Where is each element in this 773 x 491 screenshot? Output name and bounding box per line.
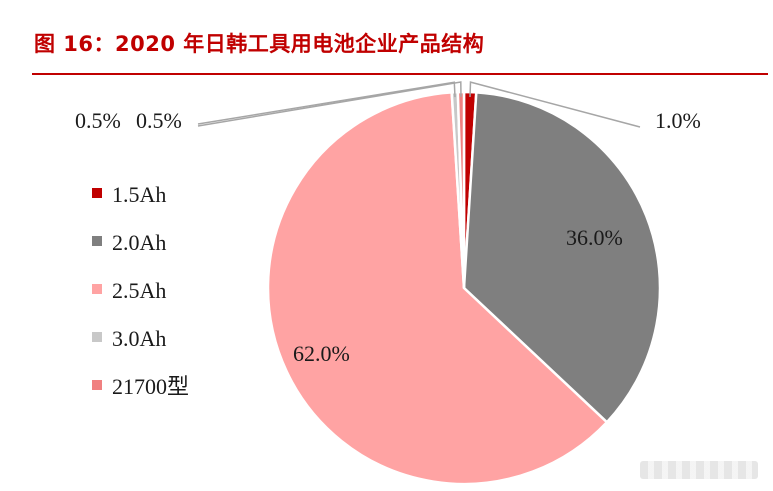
pie-slices <box>266 90 662 486</box>
slice-value-label: 1.0% <box>655 108 701 133</box>
leader-line <box>197 81 456 125</box>
legend: 1.5Ah 2.0Ah 2.5Ah 3.0Ah 21700型 <box>92 182 189 399</box>
watermark <box>640 461 758 479</box>
legend-swatch <box>92 332 102 342</box>
leader-line <box>469 81 641 128</box>
legend-label: 1.5Ah <box>112 182 166 207</box>
legend-swatch <box>92 380 102 390</box>
slice-value-label: 36.0% <box>566 225 623 250</box>
title-underline <box>32 73 768 75</box>
leader-line <box>197 81 462 127</box>
slice-labels: 1.0% 36.0% 62.0% 0.5% 0.5% <box>75 108 701 366</box>
legend-label: 2.5Ah <box>112 278 166 303</box>
legend-swatch <box>92 236 102 246</box>
leader-lines <box>197 81 641 128</box>
slice-value-label: 0.5% <box>136 108 182 133</box>
pie-slice-20ah <box>462 91 662 424</box>
legend-label: 3.0Ah <box>112 326 166 351</box>
legend-swatch <box>92 188 102 198</box>
legend-label: 21700型 <box>112 374 189 399</box>
slice-value-label: 62.0% <box>293 341 350 366</box>
slice-value-label: 0.5% <box>75 108 121 133</box>
pie-slice-25ah <box>266 91 609 486</box>
figure-title: 图 16：2020 年日韩工具用电池企业产品结构 <box>34 32 485 56</box>
legend-label: 2.0Ah <box>112 230 166 255</box>
legend-swatch <box>92 284 102 294</box>
